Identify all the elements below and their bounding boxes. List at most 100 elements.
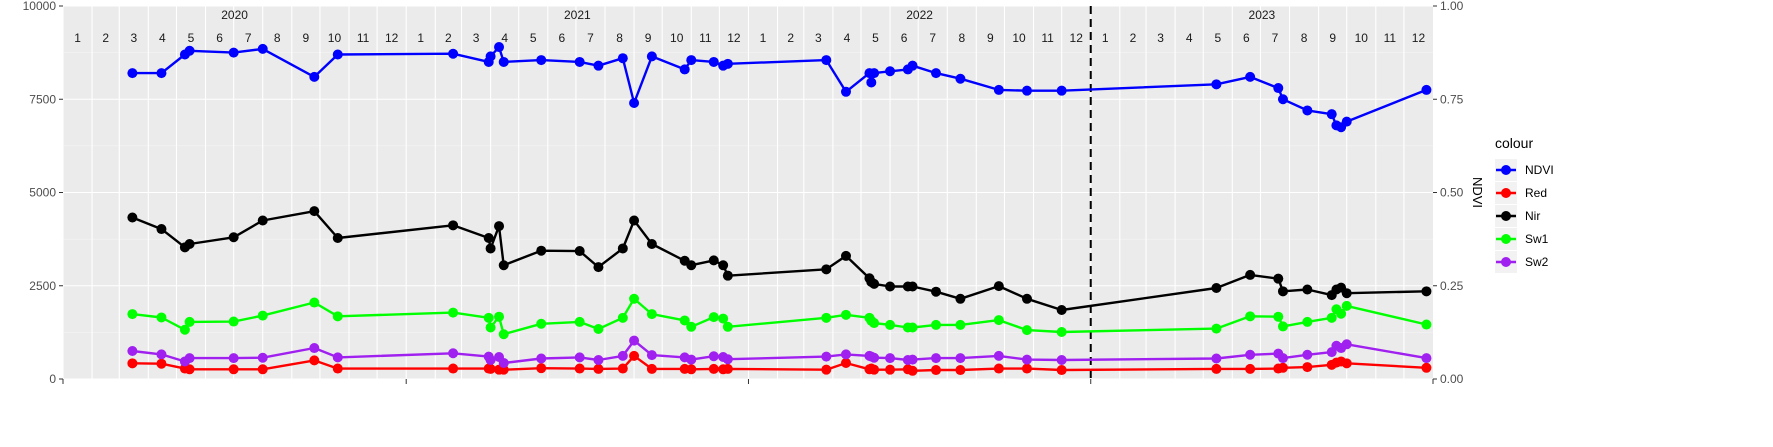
data-point-nir <box>228 232 239 243</box>
month-label: 6 <box>1243 31 1250 45</box>
data-point-ndvi <box>955 73 966 84</box>
month-label: 2 <box>787 31 794 45</box>
data-point-ndvi <box>498 56 509 67</box>
data-point-sw1 <box>1021 325 1032 336</box>
month-label: 1 <box>1102 31 1109 45</box>
data-point-sw1 <box>617 312 628 323</box>
data-point-ndvi <box>617 53 628 64</box>
data-point-sw2 <box>332 352 343 363</box>
data-point-sw1 <box>1277 321 1288 332</box>
month-label: 9 <box>1329 31 1336 45</box>
data-point-sw2 <box>1056 354 1067 365</box>
data-point-ndvi <box>309 71 320 82</box>
data-point-nir <box>494 221 505 232</box>
data-point-ndvi <box>1341 116 1352 127</box>
month-label: 6 <box>901 31 908 45</box>
data-point-ndvi <box>646 51 657 62</box>
data-point-ndvi <box>257 43 268 54</box>
data-point-red <box>646 363 657 374</box>
right-axis-tick-label: 0.25 <box>1440 279 1464 293</box>
data-point-sw1 <box>184 316 195 327</box>
data-point-red <box>332 363 343 374</box>
data-point-sw2 <box>907 354 918 365</box>
data-point-red <box>686 364 697 375</box>
month-label: 8 <box>1301 31 1308 45</box>
data-point-nir <box>1302 284 1313 295</box>
month-label: 10 <box>328 31 342 45</box>
data-point-sw2 <box>574 352 585 363</box>
data-point-sw2 <box>955 353 966 364</box>
data-point-sw1 <box>821 312 832 323</box>
data-point-red <box>127 358 138 369</box>
data-point-sw2 <box>1211 353 1222 364</box>
right-axis-tick-label: 0.75 <box>1440 92 1464 106</box>
data-point-nir <box>1341 288 1352 299</box>
data-point-ndvi <box>332 49 343 60</box>
year-label: 2020 <box>221 8 248 22</box>
data-point-sw2 <box>156 349 167 360</box>
year-label: 2022 <box>906 8 933 22</box>
month-label: 9 <box>645 31 652 45</box>
month-label: 6 <box>559 31 566 45</box>
left-axis-tick-label: 10000 <box>23 0 57 13</box>
data-point-red <box>708 363 719 374</box>
data-point-nir <box>1211 282 1222 293</box>
data-point-ndvi <box>907 60 918 71</box>
right-axis-tick-label: 0.00 <box>1440 372 1464 386</box>
month-label: 1 <box>74 31 81 45</box>
year-label: 2023 <box>1249 8 1276 22</box>
data-point-nir <box>498 260 509 271</box>
data-point-nir <box>593 262 604 273</box>
data-point-nir <box>617 243 628 254</box>
data-point-sw2 <box>840 349 851 360</box>
data-point-sw1 <box>1245 311 1256 322</box>
data-point-sw2 <box>646 350 657 361</box>
month-label: 1 <box>417 31 424 45</box>
data-point-red <box>309 355 320 366</box>
data-point-sw2 <box>498 357 509 368</box>
month-label: 2 <box>445 31 452 45</box>
data-point-nir <box>127 212 138 223</box>
data-point-red <box>629 350 640 361</box>
month-label: 9 <box>987 31 994 45</box>
month-label: 7 <box>929 31 936 45</box>
data-point-ndvi <box>494 42 505 53</box>
data-point-ndvi <box>686 55 697 66</box>
month-label: 10 <box>1012 31 1026 45</box>
data-point-nir <box>993 281 1004 292</box>
data-point-red <box>448 363 459 374</box>
data-point-red <box>593 363 604 374</box>
data-point-red <box>156 358 167 369</box>
month-label: 11 <box>357 31 370 45</box>
data-point-nir <box>1245 269 1256 280</box>
data-point-sw2 <box>184 353 195 364</box>
data-point-ndvi <box>722 58 733 69</box>
data-point-sw2 <box>821 351 832 362</box>
data-point-nir <box>1277 286 1288 297</box>
data-point-sw1 <box>708 312 719 323</box>
left-axis-tick-label: 5000 <box>29 186 56 200</box>
data-point-nir <box>1021 293 1032 304</box>
data-point-nir <box>722 270 733 281</box>
data-point-sw1 <box>332 311 343 322</box>
data-point-sw2 <box>617 350 628 361</box>
axes: 0 2500 5000 7500 10000 0.00 0.25 0.50 0.75 1.00 ND… <box>23 0 1485 386</box>
data-point-red <box>1211 363 1222 374</box>
data-point-nir <box>184 238 195 249</box>
month-label: 7 <box>1272 31 1279 45</box>
data-point-nir <box>718 260 729 271</box>
legend-label-ndvi: NDVI <box>1525 163 1554 177</box>
data-point-sw1 <box>257 310 268 321</box>
data-point-ndvi <box>866 77 877 88</box>
data-point-sw2 <box>629 335 640 346</box>
data-point-sw1 <box>593 324 604 335</box>
data-point-sw1 <box>679 315 690 326</box>
left-axis-tick-label: 7500 <box>29 92 56 106</box>
data-point-sw2 <box>708 351 719 362</box>
data-point-sw1 <box>1211 323 1222 334</box>
legend-label-red: Red <box>1525 186 1547 200</box>
data-point-nir <box>257 215 268 226</box>
data-point-sw1 <box>309 297 320 308</box>
